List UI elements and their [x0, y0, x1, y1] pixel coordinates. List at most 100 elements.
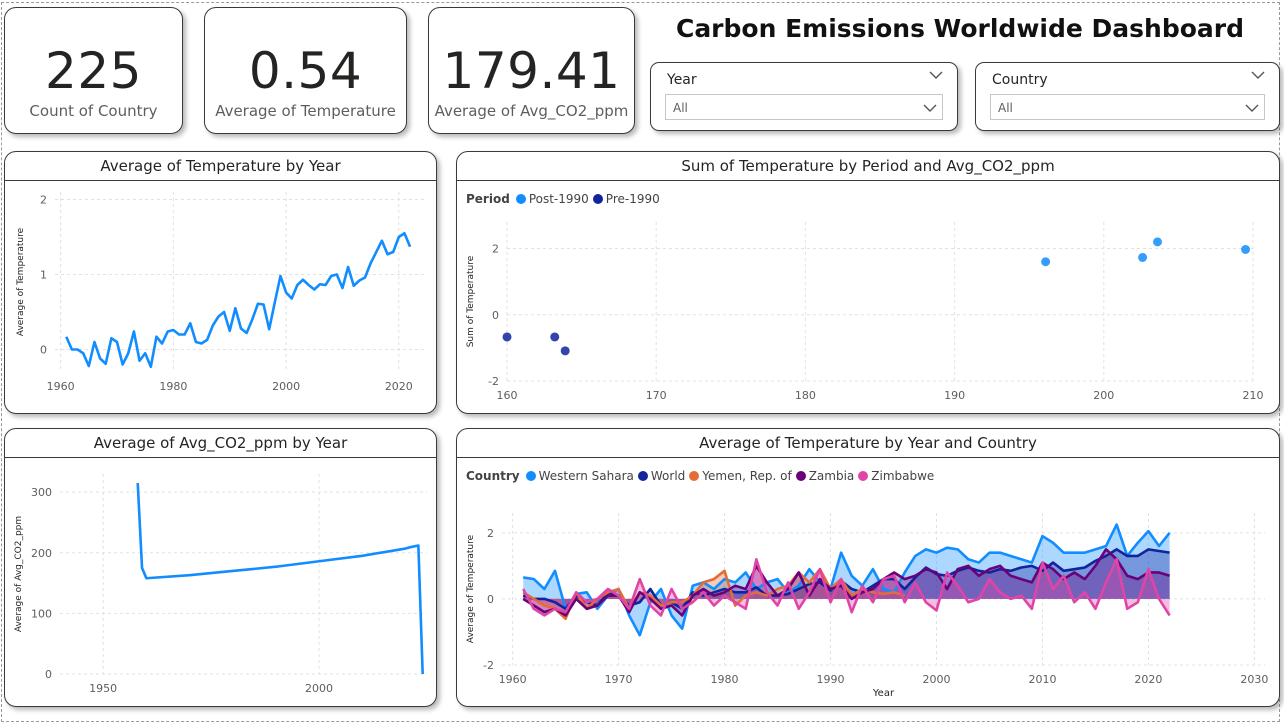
x-tick-label: 170 — [646, 389, 667, 402]
title-divider — [457, 457, 1279, 458]
y-axis-title: Average of Temperature — [466, 534, 476, 643]
chart-legend[interactable]: Period Post-1990 Pre-1990 — [466, 192, 664, 206]
y-tick-label: 0 — [492, 309, 499, 322]
year-dropdown[interactable]: All — [665, 94, 943, 120]
kpi-label: Average of Temperature — [215, 102, 396, 120]
legend-item[interactable]: Yemen, Rep. of — [689, 469, 792, 483]
y-tick-label: 200 — [31, 547, 52, 560]
country-dropdown[interactable]: All — [990, 94, 1265, 120]
series-area — [523, 549, 1170, 609]
x-tick-label: 190 — [944, 389, 965, 402]
x-tick-label: 160 — [497, 389, 518, 402]
chart-title: Average of Temperature by Year and Count… — [699, 434, 1037, 452]
x-tick-label: 2020 — [385, 380, 413, 393]
country-slicer[interactable]: Country All — [975, 62, 1280, 131]
chart-legend[interactable]: Country Western Sahara World Yemen, Rep. of… — [466, 469, 938, 483]
x-tick-label: 180 — [795, 389, 816, 402]
y-tick-label: 0 — [487, 593, 494, 606]
legend-item[interactable]: World — [637, 469, 686, 483]
y-tick-label: 2 — [492, 243, 499, 256]
chart-temp-by-period-co2[interactable]: Sum of Temperature by Period and Avg_CO2… — [456, 151, 1280, 414]
chevron-down-icon — [923, 104, 937, 112]
y-tick-label: 100 — [31, 607, 52, 620]
kpi-label: Count of Country — [29, 102, 158, 120]
x-tick-label: 1950 — [89, 682, 117, 695]
legend-dot-icon — [637, 471, 648, 481]
series-line — [522, 523, 1171, 637]
legend-item[interactable]: Pre-1990 — [592, 192, 660, 206]
scatter-point — [550, 332, 560, 342]
chevron-down-icon — [1245, 104, 1259, 112]
chart-temp-by-year-country[interactable]: Average of Temperature by Year and Count… — [456, 428, 1280, 707]
legend-item[interactable]: Post-1990 — [515, 192, 589, 206]
series-area — [523, 549, 1170, 616]
series-line — [65, 231, 412, 369]
chart-co2-by-year[interactable]: Average of Avg_CO2_ppm by Year 0 100 200 30… — [4, 428, 437, 707]
dashboard-title: Carbon Emissions Worldwide Dashboard — [675, 14, 1245, 43]
title-divider — [457, 180, 1279, 181]
area-chart-plot: -2 0 2 1960 1970 1980 1990 2000 2010 2020 2030 Aver… — [466, 513, 1268, 699]
legend-title: Period — [466, 192, 510, 206]
legend-label: World — [650, 469, 686, 483]
series-line — [136, 483, 424, 675]
x-tick-label: 1980 — [711, 673, 739, 686]
x-tick-label: 200 — [1093, 389, 1114, 402]
x-tick-label: 2000 — [922, 673, 950, 686]
legend-label: Post-1990 — [528, 192, 589, 206]
legend-dot-icon — [525, 471, 536, 481]
series-line — [522, 557, 1171, 617]
x-tick-label: 210 — [1243, 389, 1264, 402]
chevron-down-icon[interactable] — [929, 70, 943, 80]
legend-label: Western Sahara — [538, 469, 634, 483]
legend-title: Country — [466, 469, 520, 483]
x-tick-label: 1980 — [159, 380, 187, 393]
legend-dot-icon — [858, 471, 869, 481]
legend-item[interactable]: Zimbabwe — [858, 469, 934, 483]
y-tick-label: -2 — [488, 375, 499, 388]
x-tick-label: 1960 — [499, 673, 527, 686]
y-axis-title: Average of Temperature — [16, 227, 26, 336]
x-tick-label: 2000 — [272, 380, 300, 393]
kpi-value: 179.41 — [442, 42, 621, 100]
title-divider — [5, 457, 436, 458]
y-tick-label: -2 — [483, 659, 494, 672]
x-tick-label: 1970 — [605, 673, 633, 686]
y-tick-label: 0 — [40, 344, 47, 357]
x-tick-label: 1990 — [817, 673, 845, 686]
chevron-down-icon[interactable] — [1251, 70, 1265, 80]
x-tick-label: 1960 — [47, 380, 75, 393]
kpi-card-avg-temperature[interactable]: 0.54 Average of Temperature — [204, 7, 407, 134]
y-tick-label: 2 — [487, 527, 494, 540]
year-slicer[interactable]: Year All — [650, 62, 958, 131]
legend-dot-icon — [592, 194, 603, 204]
chart-temp-by-year[interactable]: Average of Temperature by Year 0 1 2 1960 19… — [4, 151, 437, 414]
y-tick-label: 0 — [45, 668, 52, 681]
legend-label: Yemen, Rep. of — [702, 469, 792, 483]
slicer-title: Year — [667, 72, 697, 88]
legend-label: Zimbabwe — [871, 469, 935, 483]
series-area — [523, 569, 905, 619]
legend-dot-icon — [515, 194, 526, 204]
scatter-point — [1138, 252, 1148, 262]
chart-title: Average of Avg_CO2_ppm by Year — [93, 434, 348, 452]
legend-label: Zambia — [808, 469, 855, 483]
chart-title: Sum of Temperature by Period and Avg_CO2… — [681, 157, 1055, 175]
scatter-point — [1041, 257, 1051, 267]
y-tick-label: 2 — [40, 194, 47, 207]
kpi-card-country-count[interactable]: 225 Count of Country — [4, 7, 183, 134]
scatter-point — [1241, 244, 1251, 254]
legend-item[interactable]: Zambia — [795, 469, 855, 483]
x-tick-label: 2030 — [1240, 673, 1268, 686]
x-axis-title: Year — [872, 688, 895, 699]
slicer-value: All — [998, 101, 1013, 115]
legend-item[interactable]: Western Sahara — [525, 469, 634, 483]
scatter-chart-plot: -2 0 2 160 170 180 190 200 210 Sum of Temperature — [466, 222, 1264, 402]
y-axis-title: Sum of Temperature — [466, 255, 476, 347]
kpi-label: Average of Avg_CO2_ppm — [434, 102, 629, 120]
scatter-point — [502, 332, 512, 342]
y-tick-label: 300 — [31, 486, 52, 499]
scatter-point — [560, 346, 570, 356]
kpi-value: 0.54 — [248, 42, 363, 100]
x-tick-label: 2000 — [305, 682, 333, 695]
kpi-card-avg-co2[interactable]: 179.41 Average of Avg_CO2_ppm — [428, 7, 635, 134]
